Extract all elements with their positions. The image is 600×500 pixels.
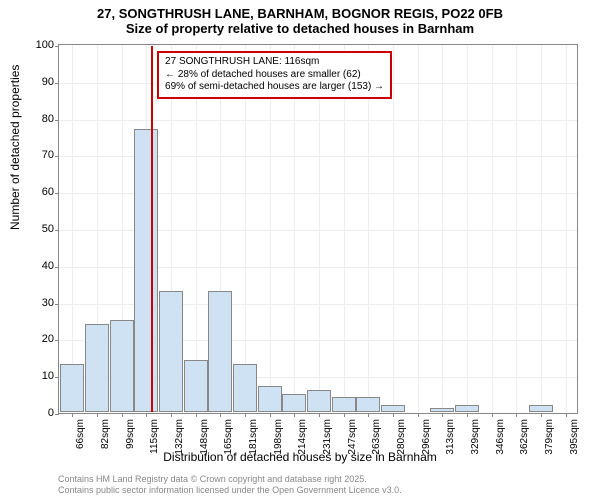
gridline-v [442,45,443,413]
histogram-bar [332,397,356,412]
xtick-mark [492,413,493,417]
ytick-label: 100 [24,39,54,51]
gridline-v [516,45,517,413]
chart-title-main: 27, SONGTHRUSH LANE, BARNHAM, BOGNOR REG… [0,0,600,21]
ytick-label: 90 [24,76,54,88]
ytick-mark [55,414,59,415]
gridline-v [393,45,394,413]
ytick-label: 40 [24,260,54,272]
x-axis-label: Distribution of detached houses by size … [0,450,600,464]
gridline-v [344,45,345,413]
ytick-mark [55,304,59,305]
xtick-mark [393,413,394,417]
histogram-bar [258,386,282,412]
ytick-mark [55,193,59,194]
ytick-label: 10 [24,370,54,382]
ytick-label: 80 [24,113,54,125]
histogram-bar [307,390,331,412]
annotation-box: 27 SONGTHRUSH LANE: 116sqm← 28% of detac… [157,51,392,99]
xtick-mark [319,413,320,417]
gridline-v [541,45,542,413]
ytick-label: 20 [24,333,54,345]
ytick-mark [55,83,59,84]
annotation-line3: 69% of semi-detached houses are larger (… [165,81,384,94]
xtick-mark [566,413,567,417]
xtick-mark [467,413,468,417]
ytick-mark [55,267,59,268]
xtick-mark [442,413,443,417]
histogram-bar [208,291,232,412]
ytick-label: 60 [24,186,54,198]
histogram-bar [529,405,553,412]
histogram-bar [282,394,306,412]
ytick-mark [55,230,59,231]
ytick-mark [55,156,59,157]
histogram-bar [184,360,208,412]
plot-area: 66sqm82sqm99sqm115sqm132sqm148sqm165sqm1… [58,44,578,414]
histogram-bar [430,408,454,412]
xtick-mark [541,413,542,417]
histogram-bar [134,129,158,412]
histogram-bar [159,291,183,412]
gridline-v [270,45,271,413]
xtick-label: 115sqm [149,419,160,454]
xtick-mark [122,413,123,417]
xtick-mark [146,413,147,417]
gridline-h [59,120,577,121]
histogram-bar [356,397,380,412]
ytick-mark [55,120,59,121]
y-axis-label: Number of detached properties [8,65,22,230]
gridline-v [72,45,73,413]
gridline-v [492,45,493,413]
histogram-bar [455,405,479,412]
xtick-label: 99sqm [125,419,136,449]
ytick-mark [55,340,59,341]
histogram-bar [85,324,109,412]
gridline-v [196,45,197,413]
gridline-v [245,45,246,413]
xtick-mark [344,413,345,417]
xtick-mark [245,413,246,417]
ytick-mark [55,377,59,378]
gridline-v [566,45,567,413]
footer-attribution: Contains HM Land Registry data © Crown c… [58,474,402,496]
histogram-bar [110,320,134,412]
xtick-label: 66sqm [75,419,86,449]
gridline-v [319,45,320,413]
xtick-mark [72,413,73,417]
ytick-label: 0 [24,407,54,419]
chart-title-sub: Size of property relative to detached ho… [0,21,600,40]
histogram-bar [381,405,405,412]
ytick-label: 70 [24,149,54,161]
xtick-mark [270,413,271,417]
xtick-mark [171,413,172,417]
xtick-mark [418,413,419,417]
xtick-mark [294,413,295,417]
annotation-line2: ← 28% of detached houses are smaller (62… [165,69,384,82]
gridline-v [467,45,468,413]
ytick-label: 50 [24,223,54,235]
footer-line1: Contains HM Land Registry data © Crown c… [58,474,402,485]
ytick-label: 30 [24,297,54,309]
xtick-mark [516,413,517,417]
annotation-line1: 27 SONGTHRUSH LANE: 116sqm [165,56,384,69]
xtick-mark [368,413,369,417]
xtick-label: 82sqm [100,419,111,449]
histogram-bar [60,364,84,412]
xtick-mark [97,413,98,417]
chart-area: 66sqm82sqm99sqm115sqm132sqm148sqm165sqm1… [58,44,578,414]
xtick-mark [220,413,221,417]
gridline-v [418,45,419,413]
gridline-v [368,45,369,413]
histogram-bar [233,364,257,412]
footer-line2: Contains public sector information licen… [58,485,402,496]
gridline-v [294,45,295,413]
ytick-mark [55,46,59,47]
xtick-mark [196,413,197,417]
property-marker-line [151,46,153,412]
